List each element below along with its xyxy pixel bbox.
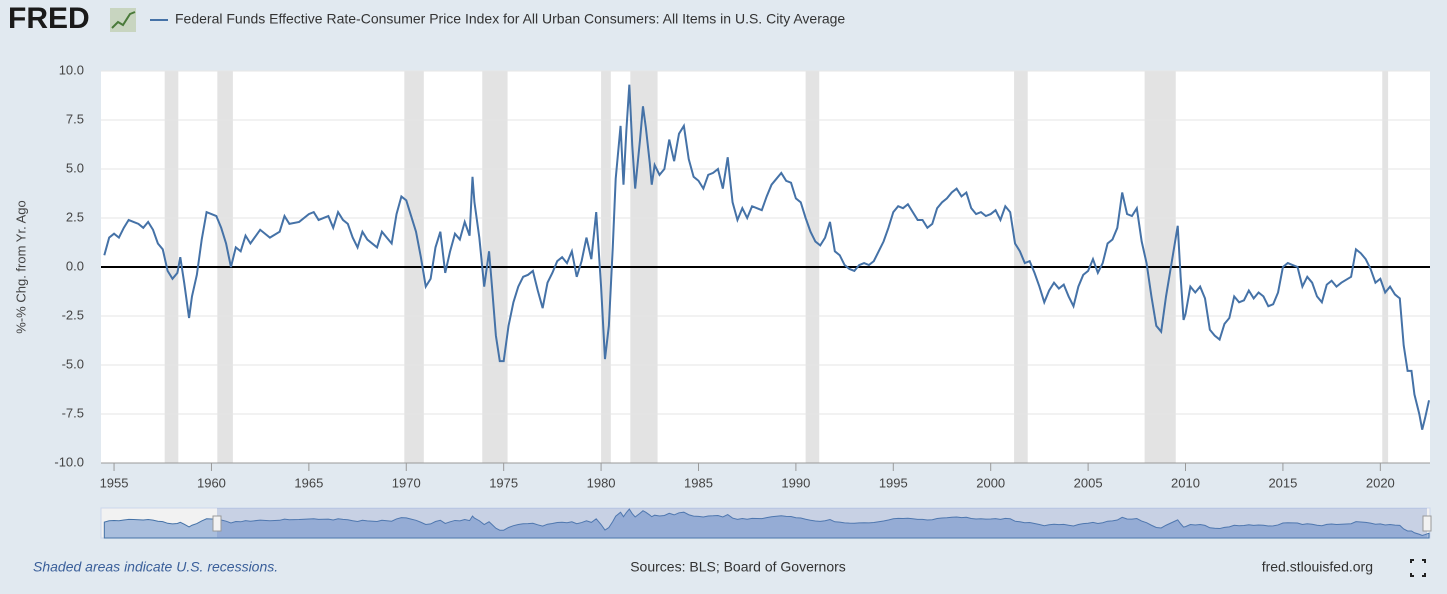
y-tick-label: -2.5 — [62, 307, 84, 322]
x-tick-label: 2005 — [1074, 475, 1103, 490]
x-tick-label: 1985 — [684, 475, 713, 490]
logo-icon — [110, 8, 136, 32]
x-tick-label: 1965 — [294, 475, 323, 490]
y-axis-label: %-% Chg. from Yr. Ago — [13, 200, 28, 333]
x-tick-label: 2015 — [1268, 475, 1297, 490]
y-tick-label: 10.0 — [59, 62, 84, 77]
y-tick-label: -10.0 — [54, 454, 84, 469]
y-tick-label: 7.5 — [66, 111, 84, 126]
x-tick-label: 1975 — [489, 475, 518, 490]
x-tick-label: 1995 — [879, 475, 908, 490]
y-tick-label: 0.0 — [66, 258, 84, 273]
x-tick-label: 2010 — [1171, 475, 1200, 490]
y-tick-label: -5.0 — [62, 356, 84, 371]
x-tick-label: 1980 — [587, 475, 616, 490]
legend-label: Federal Funds Effective Rate-Consumer Pr… — [175, 11, 845, 27]
source: Sources: BLS; Board of Governors — [630, 559, 846, 575]
x-tick-label: 1960 — [197, 475, 226, 490]
x-tick-label: 2000 — [976, 475, 1005, 490]
x-tick-label: 1970 — [392, 475, 421, 490]
site: fred.stlouisfed.org — [1262, 559, 1373, 575]
x-tick-label: 1990 — [781, 475, 810, 490]
logo-icon-line — [111, 11, 136, 29]
x-tick-label: 1955 — [100, 475, 129, 490]
x-tick-label: 2020 — [1366, 475, 1395, 490]
navigator-handle[interactable] — [212, 515, 222, 532]
series-line — [103, 84, 1431, 430]
navigator-area — [103, 508, 1430, 539]
y-tick-label: 5.0 — [66, 160, 84, 175]
navigator-mask — [217, 508, 1427, 538]
logo: FRED — [8, 2, 90, 35]
recession-note: Shaded areas indicate U.S. recessions. — [33, 559, 278, 575]
y-tick-label: -7.5 — [62, 405, 84, 420]
y-tick-label: 2.5 — [66, 209, 84, 224]
navigator-handle[interactable] — [1422, 515, 1432, 532]
fullscreen-button[interactable] — [1410, 559, 1426, 577]
